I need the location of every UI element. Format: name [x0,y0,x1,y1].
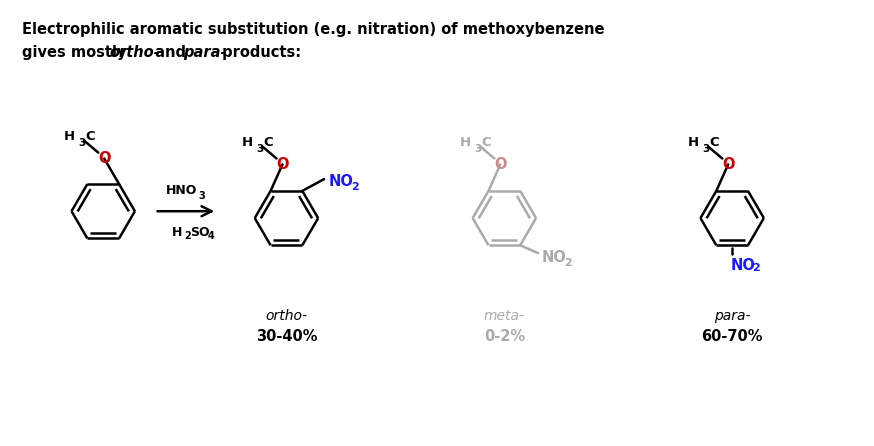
Text: products:: products: [218,45,302,60]
Text: H: H [241,136,253,149]
Text: 2: 2 [184,231,191,241]
Text: para-: para- [184,45,227,60]
Text: C: C [482,136,491,149]
Text: gives mostly: gives mostly [22,45,132,60]
Text: H: H [63,130,74,144]
Text: and: and [150,45,191,60]
Text: 3: 3 [475,144,482,154]
Text: 3: 3 [198,191,205,202]
Text: Electrophilic aromatic substitution (e.g. nitration) of methoxybenzene: Electrophilic aromatic substitution (e.g… [22,22,605,37]
Text: 2: 2 [752,263,760,273]
Text: C: C [710,136,719,149]
Text: H: H [460,136,471,149]
Text: 0-2%: 0-2% [484,329,525,344]
Text: H: H [687,136,698,149]
Text: SO: SO [190,226,210,239]
Text: NO: NO [730,258,755,273]
Text: 3: 3 [79,138,86,149]
Text: O: O [98,151,110,166]
Text: O: O [494,157,507,172]
Text: O: O [722,157,734,172]
Text: NO: NO [542,250,567,264]
Text: 2: 2 [350,182,358,193]
Text: 2: 2 [564,258,572,268]
Text: C: C [86,130,95,144]
Text: 4: 4 [207,231,214,241]
Text: O: O [276,157,288,172]
Text: 3: 3 [257,144,264,154]
Text: 3: 3 [703,144,710,154]
Text: ortho-: ortho- [266,309,308,323]
Text: NO: NO [329,173,354,189]
Text: 30-40%: 30-40% [256,329,317,344]
Text: 60-70%: 60-70% [702,329,763,344]
Text: meta-: meta- [484,309,525,323]
Text: para-: para- [714,309,751,323]
Text: H: H [171,226,182,239]
Text: HNO: HNO [166,183,198,197]
Text: C: C [264,136,274,149]
Text: ortho-: ortho- [109,45,160,60]
